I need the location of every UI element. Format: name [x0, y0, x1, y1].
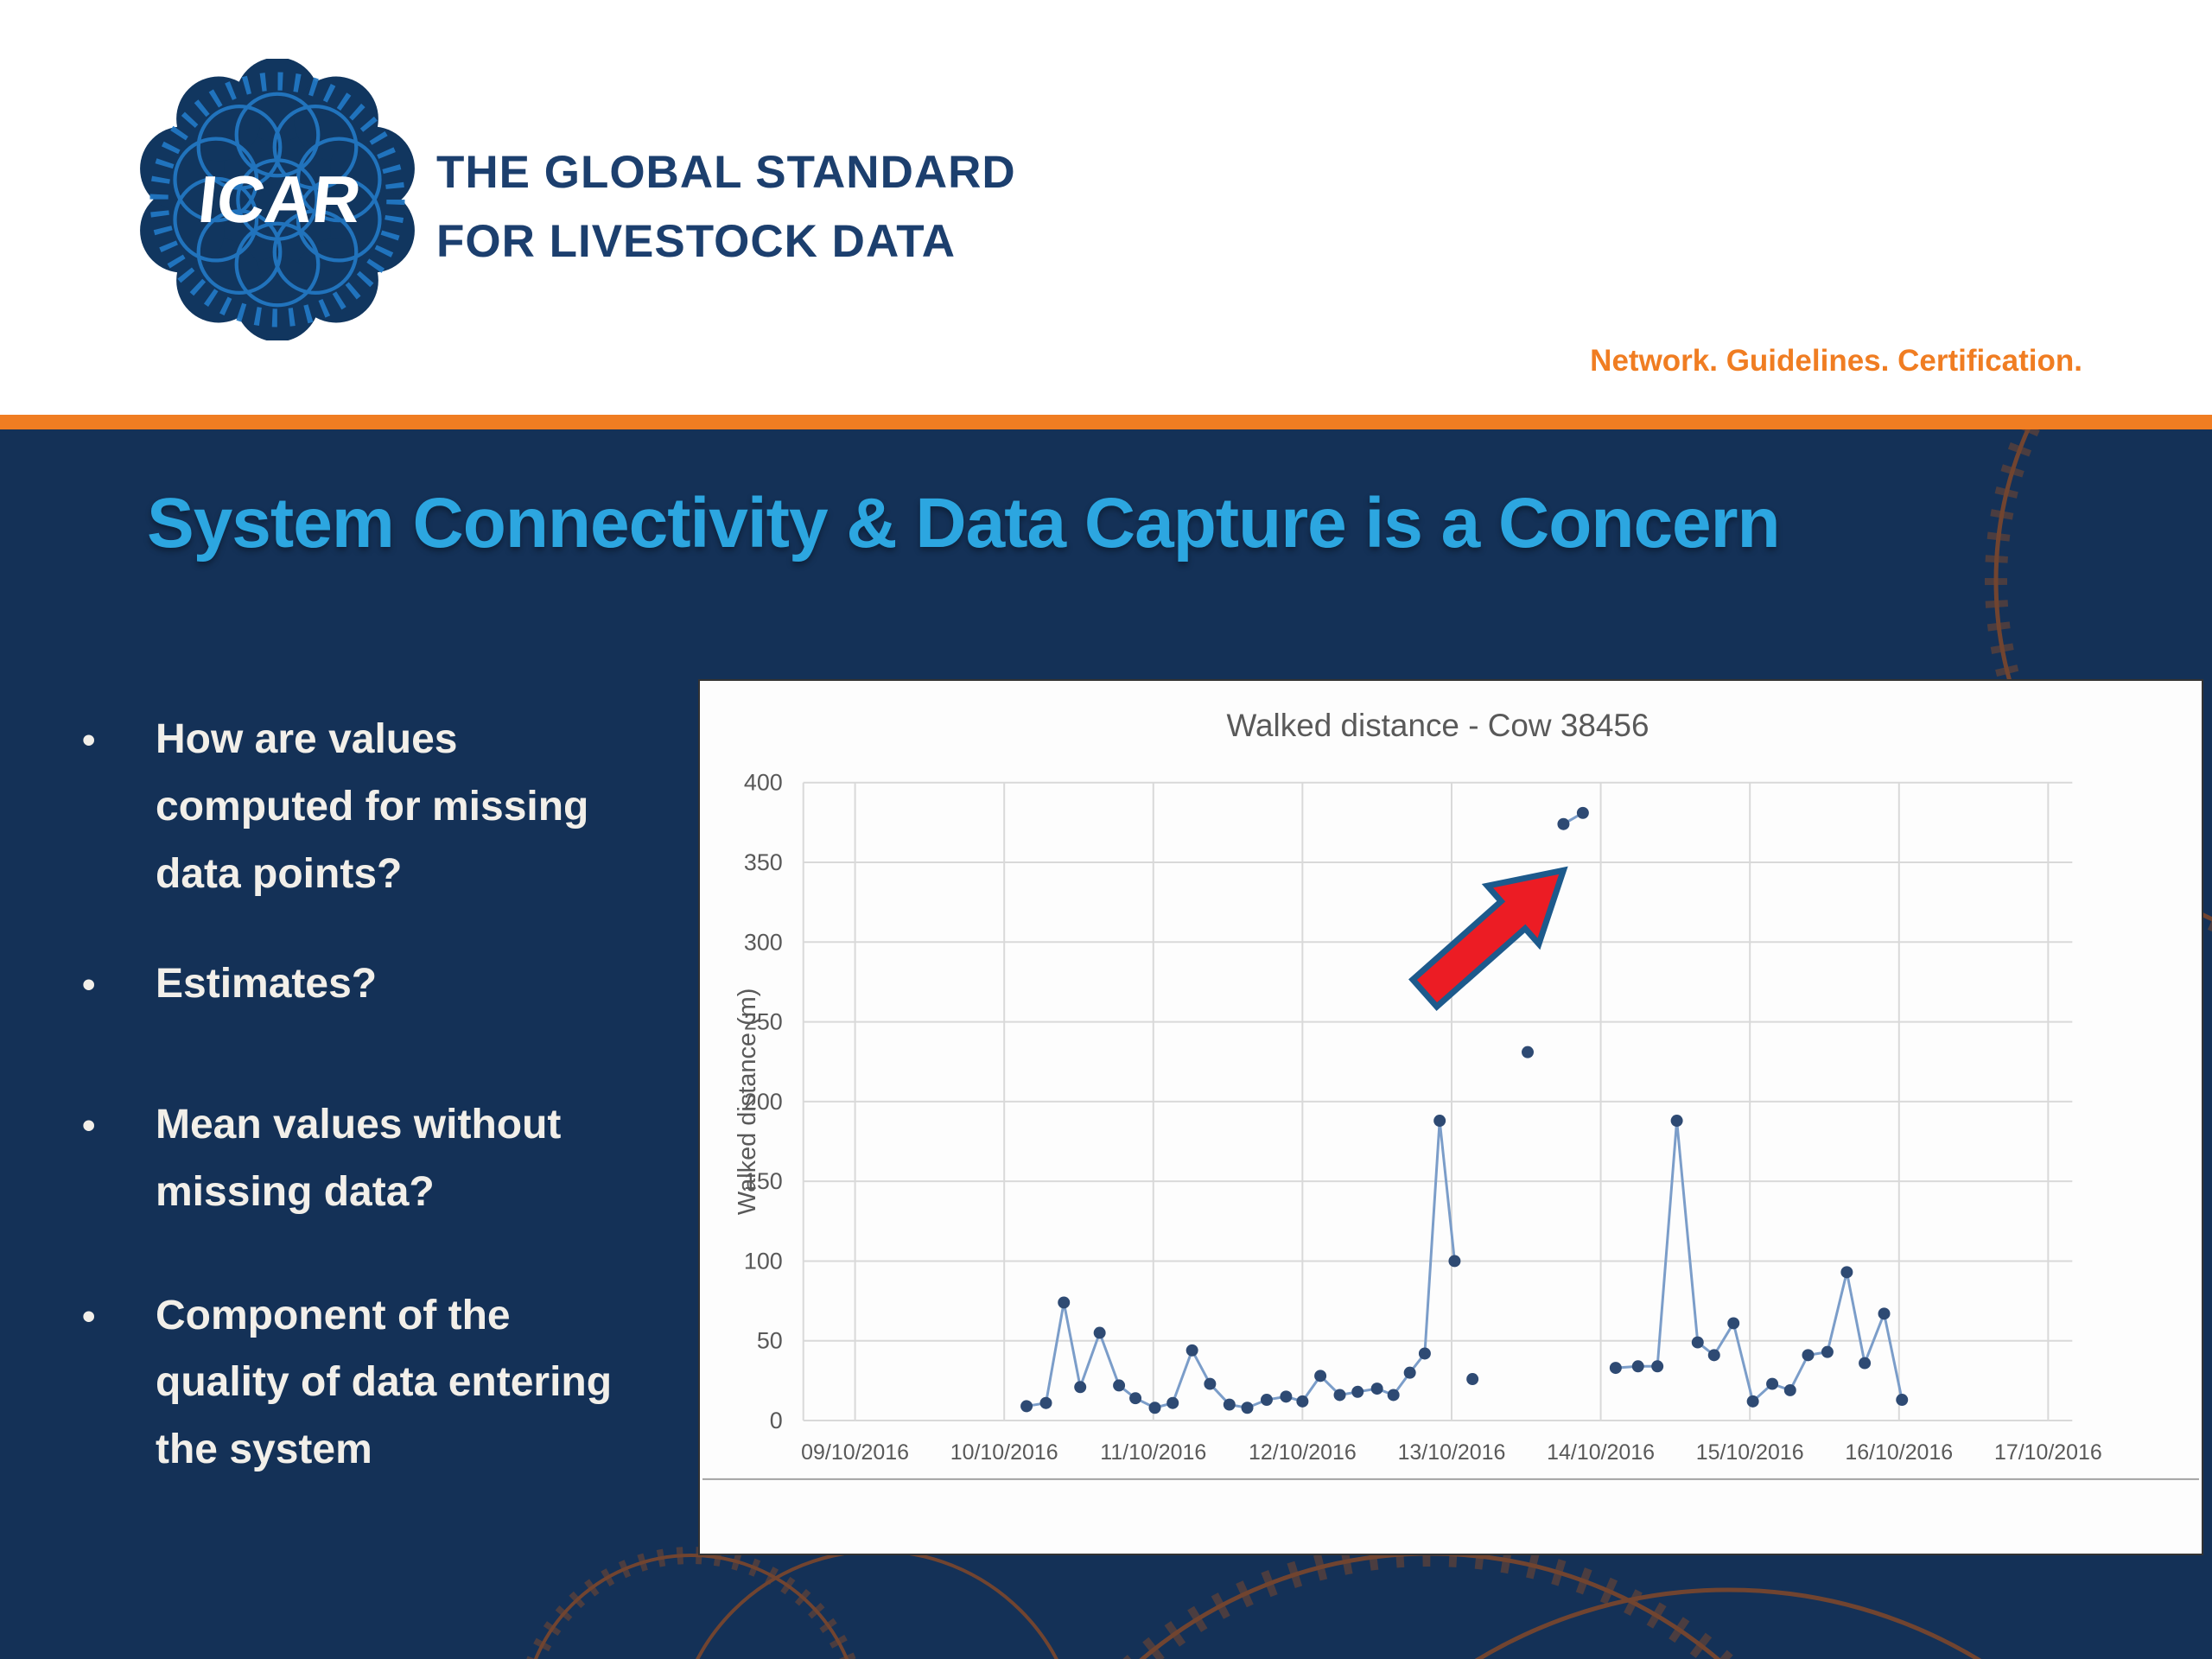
- data-point-main-run: [1020, 1400, 1033, 1413]
- bullet-item: • Estimates?: [82, 950, 678, 1018]
- data-point-post-gap-run: [1609, 1362, 1622, 1375]
- data-point-post-gap-run: [1707, 1349, 1720, 1362]
- x-tick-label: 13/10/2016: [1398, 1440, 1506, 1465]
- data-point-main-run: [1113, 1379, 1126, 1392]
- x-tick-label: 09/10/2016: [801, 1440, 909, 1465]
- data-point-main-run: [1403, 1366, 1416, 1379]
- brand-line-1: THE GLOBAL STANDARD: [436, 147, 1016, 198]
- orange-divider: [0, 415, 2212, 429]
- slide-body: System Connectivity & Data Capture is a …: [0, 429, 2212, 1659]
- chart-line-main-run: [1026, 1120, 1456, 1409]
- icar-logo: ICAR: [140, 59, 415, 340]
- x-tick-label: 17/10/2016: [1994, 1440, 2102, 1465]
- bullet-dot: •: [82, 1294, 96, 1338]
- data-point-post-gap-run: [1878, 1307, 1891, 1320]
- bullet-item: • Component of the quality of data enter…: [82, 1282, 678, 1484]
- bullet-text: Mean values without missing data?: [156, 1102, 562, 1215]
- data-point-post-gap-run: [1746, 1395, 1759, 1408]
- data-point-post-gap-run: [1651, 1360, 1664, 1373]
- slide-title: System Connectivity & Data Capture is a …: [147, 484, 1781, 563]
- bullet-item: • Mean values without missing data?: [82, 1091, 678, 1226]
- logo-wordmark: ICAR: [195, 162, 365, 237]
- data-point-main-run: [1148, 1402, 1161, 1414]
- data-point-main-run: [1204, 1377, 1217, 1390]
- bullet-text: Component of the quality of data enterin…: [156, 1292, 613, 1473]
- bullet-dot: •: [82, 963, 96, 1007]
- chart-title: Walked distance - Cow 38456: [1227, 708, 1649, 743]
- data-point-main-run: [1296, 1395, 1309, 1408]
- y-tick-label: 200: [744, 1089, 783, 1115]
- x-tick-label: 12/10/2016: [1249, 1440, 1357, 1465]
- data-point-post-gap-run: [1691, 1336, 1704, 1349]
- y-tick-label: 300: [744, 929, 783, 955]
- x-tick-label: 10/10/2016: [950, 1440, 1058, 1465]
- x-tick-label: 11/10/2016: [1100, 1440, 1206, 1465]
- bullet-list: • How are values computed for missing da…: [82, 706, 678, 1484]
- data-point-main-run: [1129, 1392, 1142, 1405]
- data-point-main-run: [1370, 1382, 1383, 1395]
- data-point-post-gap-run: [1766, 1377, 1779, 1390]
- outlier-arrow-annotation: [1408, 866, 1568, 1011]
- x-tick-label: 14/10/2016: [1547, 1440, 1655, 1465]
- x-tick-label: 16/10/2016: [1845, 1440, 1953, 1465]
- data-point-main-run: [1241, 1402, 1254, 1414]
- data-point-main-run: [1166, 1396, 1179, 1409]
- data-point-post-gap-run: [1631, 1360, 1644, 1373]
- data-point-post-gap-run: [1670, 1115, 1683, 1128]
- data-point-main-run: [1433, 1115, 1446, 1128]
- data-point-main-run: [1280, 1390, 1293, 1403]
- data-point-post-gap-run: [1821, 1345, 1834, 1358]
- y-tick-label: 350: [744, 849, 783, 875]
- data-point-main-run: [1185, 1344, 1198, 1357]
- y-tick-label: 100: [744, 1248, 783, 1274]
- data-point-outlier-pair-flagged-by-arrow: [1557, 817, 1570, 830]
- data-point-post-gap-run: [1896, 1394, 1909, 1407]
- bullet-dot: •: [82, 719, 96, 761]
- tagline: Network. Guidelines. Certification.: [1590, 344, 2082, 378]
- bullet-item: • How are values computed for missing da…: [82, 706, 678, 907]
- data-point-outlier-pair-flagged-by-arrow: [1576, 806, 1589, 819]
- bullet-text: How are values computed for missing data…: [156, 716, 589, 897]
- data-point-post-gap-run: [1727, 1317, 1740, 1330]
- brand-line-2: FOR LIVESTOCK DATA: [436, 215, 956, 267]
- brand-text: THE GLOBAL STANDARD FOR LIVESTOCK DATA: [436, 138, 1016, 276]
- data-point-post-gap-run: [1859, 1357, 1872, 1370]
- data-point-isolated-low-point: [1466, 1373, 1479, 1386]
- y-axis-title: Walked distance (m): [734, 988, 761, 1216]
- data-point-main-run: [1351, 1385, 1364, 1398]
- y-tick-label: 0: [770, 1408, 783, 1433]
- data-point-post-gap-run: [1802, 1349, 1815, 1362]
- data-point-main-run: [1074, 1381, 1087, 1394]
- walked-distance-chart: 0 50 100 150 200 250 300 350 400 09/10/2016 10/10/…: [698, 679, 2203, 1555]
- y-tick-label: 50: [757, 1328, 783, 1354]
- data-point-outlier-single: [1522, 1046, 1534, 1058]
- data-point-post-gap-run: [1783, 1383, 1796, 1396]
- bullet-text: Estimates?: [156, 961, 378, 1007]
- data-point-main-run: [1314, 1370, 1327, 1382]
- slide-header: ICAR THE GLOBAL STANDARD FOR LIVESTOCK D…: [0, 0, 2212, 415]
- y-tick-label: 400: [744, 770, 783, 796]
- logo-rosette-icon: ICAR: [140, 59, 415, 340]
- data-point-main-run: [1223, 1398, 1236, 1411]
- y-tick-label: 250: [744, 1009, 783, 1035]
- data-point-main-run: [1039, 1396, 1052, 1409]
- data-point-main-run: [1260, 1394, 1273, 1407]
- y-tick-label: 150: [744, 1168, 783, 1194]
- bullet-dot: •: [82, 1104, 96, 1147]
- chart-line-post-gap-run: [1615, 1120, 1904, 1404]
- data-point-main-run: [1448, 1255, 1461, 1268]
- data-point-main-run: [1387, 1389, 1400, 1402]
- data-point-main-run: [1058, 1296, 1071, 1309]
- data-point-main-run: [1418, 1347, 1431, 1360]
- chart-canvas: 0 50 100 150 200 250 300 350 400 09/10/2016 10/10/…: [702, 708, 2199, 1480]
- x-tick-label: 15/10/2016: [1696, 1440, 1804, 1465]
- data-point-post-gap-run: [1840, 1266, 1853, 1279]
- data-point-main-run: [1093, 1326, 1106, 1339]
- data-point-main-run: [1333, 1389, 1346, 1402]
